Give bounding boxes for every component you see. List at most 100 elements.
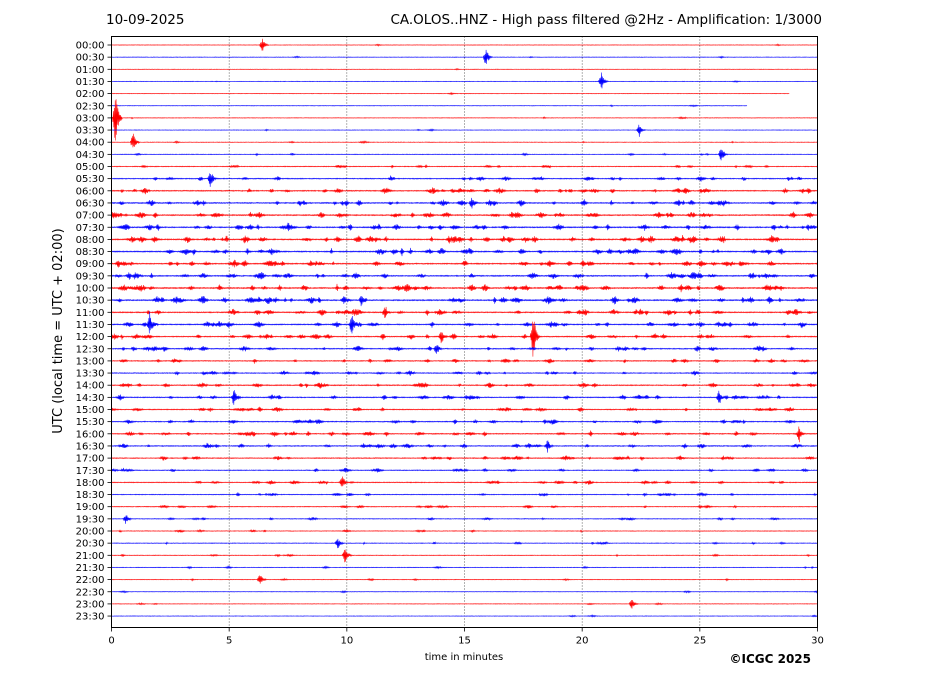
y-tick-label: 07:00 — [76, 211, 105, 222]
trace-0100 — [111, 67, 818, 71]
y-tick-label: 03:00 — [76, 113, 105, 124]
y-tick-label: 01:00 — [76, 65, 105, 76]
trace-0130 — [111, 72, 818, 89]
y-tick-label: 00:00 — [76, 41, 105, 52]
y-tick-label: 17:00 — [76, 454, 105, 465]
plot-frame — [111, 36, 818, 628]
y-tick-label: 05:00 — [76, 162, 105, 173]
x-axis-label: time in minutes — [425, 652, 504, 663]
x-tick-label: 20 — [576, 636, 589, 647]
trace-0900 — [111, 259, 818, 268]
y-tick-label: 14:30 — [76, 393, 105, 404]
copyright-label: ©ICGC 2025 — [729, 652, 811, 666]
trace-2200 — [111, 575, 818, 584]
x-tick-label: 0 — [108, 636, 114, 647]
trace-2300 — [111, 599, 818, 609]
y-tick-label: 18:30 — [76, 490, 105, 501]
trace-1800 — [111, 476, 818, 487]
y-tick-label: 10:30 — [76, 296, 105, 307]
y-tick-label: 13:30 — [76, 369, 105, 380]
trace-0500 — [111, 164, 818, 169]
trace-0630 — [111, 197, 818, 209]
y-tick-label: 08:00 — [76, 235, 105, 246]
y-tick-label: 16:30 — [76, 441, 105, 452]
trace-0300 — [111, 99, 818, 141]
trace-1630 — [111, 440, 818, 453]
trace-1000 — [111, 283, 818, 293]
trace-0230 — [111, 104, 748, 108]
trace-group — [111, 38, 818, 618]
y-tick-label: 21:00 — [76, 551, 105, 562]
y-tick-label: 07:30 — [76, 223, 105, 234]
trace-1200 — [111, 321, 818, 357]
trace-2230 — [111, 590, 818, 594]
trace-0400 — [111, 133, 818, 148]
trace-0600 — [111, 187, 818, 195]
trace-1730 — [111, 467, 818, 473]
trace-0200 — [111, 91, 790, 96]
y-tick-label: 21:30 — [76, 563, 105, 574]
y-tick-label: 06:00 — [76, 186, 105, 197]
y-tick-label: 22:00 — [76, 575, 105, 586]
y-tick-label: 11:00 — [76, 308, 105, 319]
trace-1830 — [111, 492, 818, 497]
trace-0430 — [111, 149, 818, 161]
x-tick-label: 25 — [693, 636, 706, 647]
y-tick-label: 20:30 — [76, 539, 105, 550]
y-tick-label: 02:00 — [76, 89, 105, 100]
trace-0800 — [111, 235, 818, 244]
y-tick-label: 03:30 — [76, 126, 105, 137]
y-tick-label: 18:00 — [76, 478, 105, 489]
vertical-grid — [228, 36, 701, 628]
y-tick-label: 11:30 — [76, 320, 105, 331]
y-tick-label: 20:00 — [76, 527, 105, 538]
y-tick-label: 12:30 — [76, 344, 105, 355]
x-tick-label: 5 — [226, 636, 232, 647]
y-tick-label: 17:30 — [76, 466, 105, 477]
trace-2330 — [111, 614, 818, 618]
y-tick-label: 22:30 — [76, 587, 105, 598]
y-tick-label: 23:30 — [76, 612, 105, 623]
trace-1430 — [111, 390, 818, 405]
trace-1400 — [111, 382, 818, 389]
y-tick-label: 02:30 — [76, 101, 105, 112]
y-axis-label: UTC (local time = UTC + 02:00) — [51, 228, 66, 433]
y-tick-label: 12:00 — [76, 332, 105, 343]
trace-0730 — [111, 222, 818, 232]
trace-2130 — [111, 565, 818, 570]
x-tick-label: 30 — [811, 636, 824, 647]
trace-0930 — [111, 272, 818, 280]
x-axis-ticks: 0 5 10 15 20 25 30 — [108, 627, 824, 647]
y-tick-label: 01:30 — [76, 77, 105, 88]
x-tick-label: 10 — [340, 636, 353, 647]
trace-1230 — [111, 345, 818, 354]
y-tick-label: 04:30 — [76, 150, 105, 161]
y-tick-label: 00:30 — [76, 53, 105, 64]
y-tick-label: 10:00 — [76, 284, 105, 295]
y-tick-label: 08:30 — [76, 247, 105, 258]
trace-1300 — [111, 358, 818, 364]
trace-1100 — [111, 306, 818, 318]
trace-0330 — [111, 124, 818, 137]
y-tick-label: 09:00 — [76, 259, 105, 270]
trace-1330 — [111, 370, 818, 376]
y-tick-label: 15:00 — [76, 405, 105, 416]
x-tick-label: 15 — [458, 636, 471, 647]
y-tick-label: 19:00 — [76, 502, 105, 513]
trace-1600 — [111, 426, 818, 443]
y-tick-label: 09:30 — [76, 271, 105, 282]
y-tick-label: 13:00 — [76, 356, 105, 367]
trace-2030 — [111, 538, 818, 549]
trace-0000 — [111, 38, 818, 51]
trace-1930 — [111, 515, 818, 524]
trace-1030 — [111, 296, 818, 307]
trace-2100 — [111, 549, 818, 563]
y-tick-label: 19:30 — [76, 514, 105, 525]
trace-0030 — [111, 49, 818, 64]
trace-0700 — [111, 211, 818, 219]
y-tick-label: 23:00 — [76, 599, 105, 610]
y-tick-label: 04:00 — [76, 138, 105, 149]
trace-1530 — [111, 419, 818, 425]
